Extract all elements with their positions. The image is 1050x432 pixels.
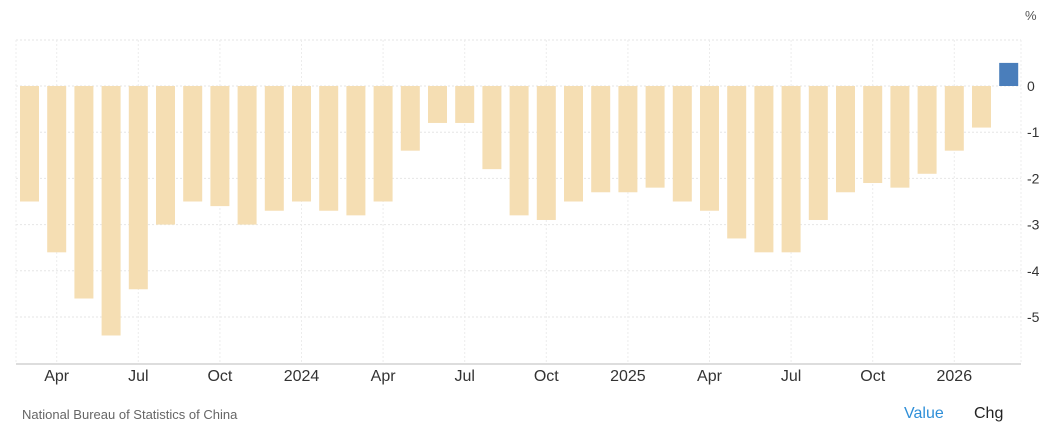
bar[interactable] — [509, 86, 529, 216]
x-tick-label: Apr — [371, 368, 397, 385]
bar[interactable] — [591, 86, 611, 193]
bar[interactable] — [428, 86, 447, 123]
bar[interactable] — [944, 86, 964, 151]
bar[interactable] — [836, 86, 855, 193]
y-tick-label: -5 — [1027, 309, 1040, 325]
x-tick-label: Oct — [534, 368, 559, 385]
x-tick-label: Jul — [781, 368, 801, 385]
bars — [20, 62, 1019, 336]
bar[interactable] — [400, 86, 420, 151]
bar[interactable] — [346, 86, 366, 216]
bar[interactable] — [808, 86, 828, 220]
bar[interactable] — [754, 86, 774, 253]
bar[interactable] — [863, 86, 883, 184]
bar[interactable] — [128, 86, 148, 290]
bar[interactable] — [237, 86, 257, 225]
x-tick-label: 2024 — [284, 368, 320, 385]
bar[interactable] — [536, 86, 556, 220]
bar[interactable] — [727, 86, 747, 239]
bar[interactable] — [210, 86, 230, 207]
bar[interactable] — [618, 86, 638, 193]
source-label: National Bureau of Statistics of China — [22, 407, 238, 422]
bar[interactable] — [319, 86, 339, 211]
x-tick-label: Jul — [128, 368, 148, 385]
bar[interactable] — [482, 86, 502, 170]
y-tick-label: 0 — [1027, 78, 1035, 94]
x-tick-label: Oct — [207, 368, 232, 385]
bar-latest[interactable] — [999, 62, 1019, 86]
bar[interactable] — [645, 86, 665, 188]
y-tick-label: -3 — [1027, 217, 1040, 233]
x-tick-label: Apr — [44, 368, 70, 385]
bar[interactable] — [292, 86, 311, 202]
chg-toggle[interactable]: Chg — [974, 405, 1004, 422]
x-tick-label: 2026 — [937, 368, 973, 385]
bar[interactable] — [47, 86, 67, 253]
bar[interactable] — [972, 86, 991, 128]
bar[interactable] — [373, 86, 393, 202]
bar[interactable] — [20, 86, 39, 202]
bar[interactable] — [564, 86, 583, 202]
chart: Apr Jul Oct 2024 Apr Jul Oct 2025 Apr Jul Oct 2026 0… — [15, 8, 1040, 385]
bar[interactable] — [917, 86, 937, 174]
y-tick-label: -1 — [1027, 124, 1040, 140]
bar[interactable] — [101, 86, 121, 336]
x-tick-label: Oct — [860, 368, 885, 385]
x-tick-label: Jul — [454, 368, 474, 385]
bar[interactable] — [264, 86, 284, 211]
bar[interactable] — [455, 86, 475, 123]
bar[interactable] — [700, 86, 719, 211]
y-tick-label: -2 — [1027, 170, 1040, 186]
x-tick-label: 2025 — [610, 368, 646, 385]
bar[interactable] — [672, 86, 692, 202]
value-toggle[interactable]: Value — [904, 405, 944, 422]
bar[interactable] — [890, 86, 910, 188]
bar[interactable] — [74, 86, 94, 299]
y-tick-label: -4 — [1027, 263, 1040, 279]
unit-label: % — [1025, 8, 1037, 23]
bar[interactable] — [183, 86, 203, 202]
x-tick-label: Apr — [697, 368, 723, 385]
tick-labels: Apr Jul Oct 2024 Apr Jul Oct 2025 Apr Jul Oct 2026 0… — [44, 8, 1039, 385]
bar[interactable] — [781, 86, 801, 253]
bar[interactable] — [156, 86, 175, 225]
